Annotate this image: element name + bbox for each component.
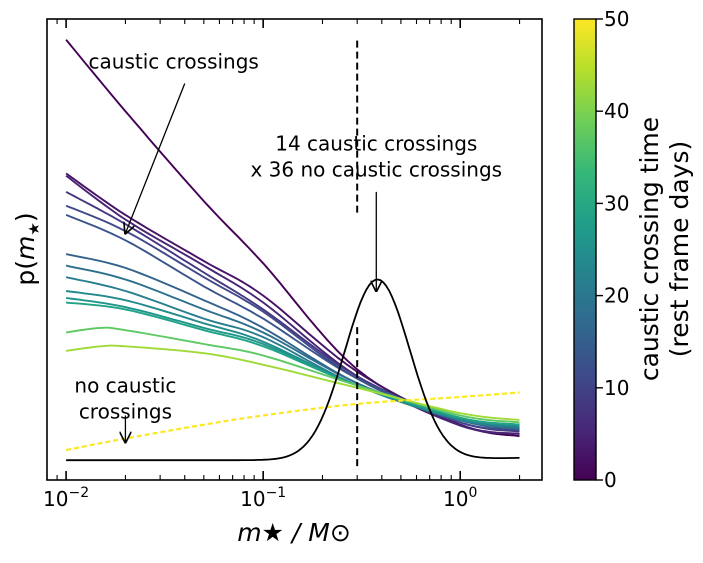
series-line-purple-b — [65, 174, 520, 435]
series-layer — [65, 39, 520, 462]
colorbar-tick-label: 50 — [604, 7, 629, 31]
colorbar-label: caustic crossing time — [635, 117, 664, 381]
colorbar-tick-label: 0 — [604, 468, 617, 492]
x-tick-label: 10−1 — [240, 485, 286, 511]
annotation-arrow — [125, 83, 186, 234]
colorbar-gradient — [573, 18, 597, 481]
colorbar-tick-label: 30 — [604, 191, 629, 215]
series-line-blue-h — [65, 276, 520, 428]
annotation-text: caustic crossings — [89, 49, 259, 73]
colorbar-tick-label: 10 — [604, 376, 629, 400]
x-axis-label: m★ / M⊙ — [237, 518, 351, 547]
series-line-teal-k — [65, 301, 520, 426]
series-line-green-l — [65, 326, 520, 424]
x-axis-ticks: 10−2 10−1 100 — [43, 19, 521, 511]
series-line-teal-i — [65, 290, 520, 427]
annotation-text: no caustic — [74, 373, 176, 397]
annotation-text: 14 caustic crossings — [275, 131, 477, 155]
colorbar-tick-label: 20 — [604, 284, 629, 308]
plot-frame — [46, 18, 543, 481]
y-axis-label: p(m★) — [11, 212, 43, 285]
series-line-lime-m — [65, 344, 520, 422]
colorbar-label-unit: (rest frame days) — [665, 141, 694, 357]
colorbar: caustic crossing time (rest frame days) … — [573, 7, 694, 492]
annotation-text: x 36 no caustic crossings — [250, 157, 502, 181]
series-line-gaussian — [66, 278, 520, 462]
colorbar-tick-label: 40 — [604, 99, 629, 123]
x-tick-label: 100 — [443, 485, 477, 511]
x-tick-label: 10−2 — [43, 485, 89, 511]
